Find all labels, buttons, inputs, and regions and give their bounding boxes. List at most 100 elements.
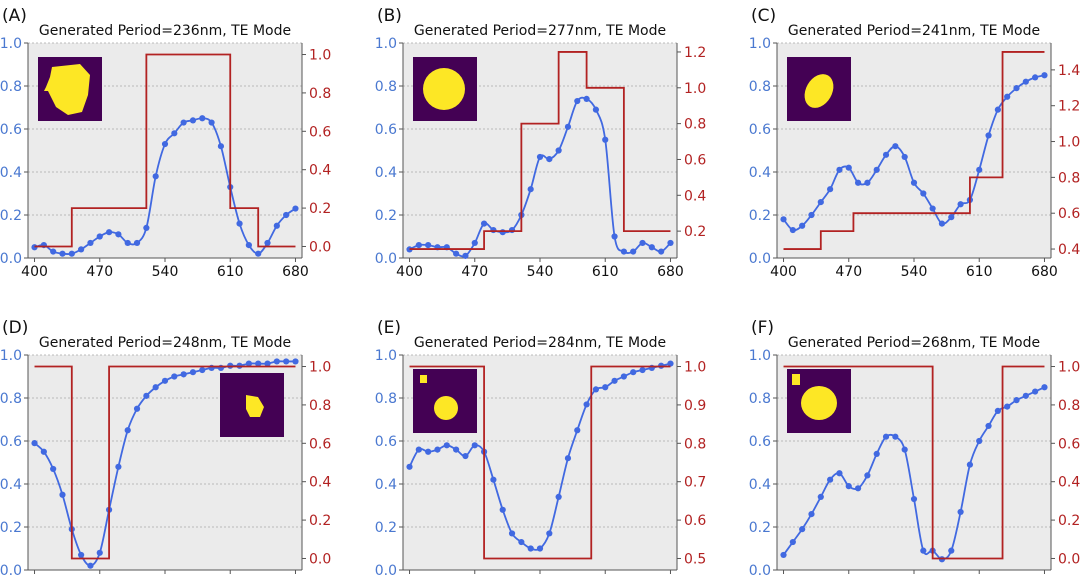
- data-point: [115, 463, 122, 470]
- data-point: [273, 222, 280, 229]
- chart-panel-f: 0.00.20.40.60.81.00.00.20.40.60.81.04004…: [749, 318, 1080, 577]
- data-point: [189, 369, 197, 376]
- data-point: [292, 358, 299, 365]
- left-tick-label: 0.8: [375, 79, 397, 95]
- data-point: [976, 437, 983, 445]
- data-point: [31, 440, 38, 447]
- data-point: [68, 250, 75, 257]
- data-point: [957, 508, 964, 516]
- inset-blob: [44, 64, 90, 115]
- data-point: [780, 551, 787, 559]
- left-tick-label: 0.4: [749, 165, 771, 181]
- right-tick-label: 0.2: [309, 513, 331, 529]
- data-point: [527, 186, 534, 193]
- right-tick-label: 0.4: [1058, 475, 1080, 491]
- data-point: [592, 386, 600, 393]
- left-tick-label: 0.4: [749, 477, 771, 493]
- data-point: [536, 153, 544, 161]
- right-tick-label: 0.8: [1058, 398, 1080, 414]
- data-point: [667, 239, 674, 247]
- data-point: [994, 407, 1001, 414]
- data-point: [59, 491, 66, 498]
- bottom-tick-label: 400: [770, 264, 797, 280]
- data-point: [864, 179, 871, 186]
- data-point: [96, 233, 103, 240]
- data-point: [546, 530, 553, 537]
- reflectance-series: [780, 72, 1048, 234]
- reflectance-series: [780, 384, 1048, 563]
- left-tick-label: 0.6: [0, 434, 22, 450]
- data-point: [639, 366, 646, 374]
- series-line: [409, 51, 671, 250]
- bottom-tick-label: 610: [966, 264, 993, 280]
- data-point: [133, 405, 141, 412]
- data-point: [1013, 397, 1020, 404]
- left-tick-label: 0.4: [0, 477, 22, 493]
- data-point: [901, 446, 908, 453]
- data-point: [892, 143, 899, 150]
- data-point: [180, 371, 187, 378]
- data-point: [592, 106, 600, 113]
- data-point: [245, 242, 252, 249]
- data-point: [143, 392, 150, 399]
- left-tick-label: 1.0: [749, 348, 771, 364]
- step-series: [409, 51, 671, 250]
- inset-small-blob: [246, 395, 264, 417]
- right-tick-label: 0.5: [684, 551, 706, 567]
- data-point: [124, 427, 131, 434]
- data-point: [583, 401, 590, 408]
- step-series: [783, 365, 1045, 560]
- right-tick-label: 0.8: [309, 86, 331, 102]
- data-point: [827, 186, 834, 193]
- data-point: [901, 153, 908, 161]
- right-tick-label: 1.4: [1058, 63, 1080, 79]
- data-point: [910, 495, 918, 503]
- left-tick-label: 0.4: [0, 165, 22, 181]
- data-point: [985, 132, 992, 139]
- data-point: [639, 239, 646, 247]
- chart-title: Generated Period=277nm, TE Mode: [414, 23, 666, 39]
- right-tick-label: 0.4: [309, 163, 331, 179]
- data-point: [508, 226, 516, 234]
- right-tick-label: 0.2: [1058, 513, 1080, 529]
- data-point: [480, 220, 488, 227]
- data-point: [854, 179, 862, 186]
- right-tick-label: 1.0: [309, 48, 331, 64]
- data-point: [555, 493, 562, 500]
- chart-panel-e: 0.00.20.40.60.81.00.50.60.70.80.91.04004…: [375, 318, 707, 577]
- data-point: [143, 224, 150, 231]
- data-point: [161, 377, 169, 384]
- data-point: [208, 119, 215, 126]
- left-tick-label: 0.2: [375, 520, 397, 536]
- chart-title: Generated Period=241nm, TE Mode: [788, 23, 1040, 39]
- data-point: [124, 239, 131, 247]
- chart-title: Generated Period=248nm, TE Mode: [39, 335, 291, 351]
- inset-image: [787, 57, 851, 121]
- series-line: [34, 365, 296, 560]
- data-point: [453, 250, 460, 257]
- left-tick-label: 0.0: [375, 251, 397, 267]
- data-point: [583, 95, 590, 102]
- inset-image: [413, 369, 477, 433]
- data-point: [499, 229, 506, 236]
- data-point: [966, 461, 974, 468]
- left-tick-label: 0.2: [0, 208, 22, 224]
- data-point: [1013, 85, 1020, 92]
- data-point: [808, 211, 815, 219]
- right-tick-label: 0.7: [684, 475, 706, 491]
- series-line: [783, 51, 1045, 250]
- data-point: [836, 166, 843, 173]
- right-tick-label: 0.2: [309, 201, 331, 217]
- right-tick-label: 0.6: [309, 124, 331, 140]
- left-tick-label: 0.8: [0, 79, 22, 95]
- data-point: [171, 130, 178, 137]
- data-point: [1022, 78, 1029, 85]
- data-point: [453, 446, 460, 453]
- bottom-tick-label: 400: [21, 264, 48, 280]
- data-point: [938, 220, 946, 227]
- left-tick-label: 0.6: [375, 434, 397, 450]
- chart-title: Generated Period=236nm, TE Mode: [39, 23, 291, 39]
- left-tick-label: 0.6: [749, 122, 771, 138]
- data-point: [283, 358, 290, 365]
